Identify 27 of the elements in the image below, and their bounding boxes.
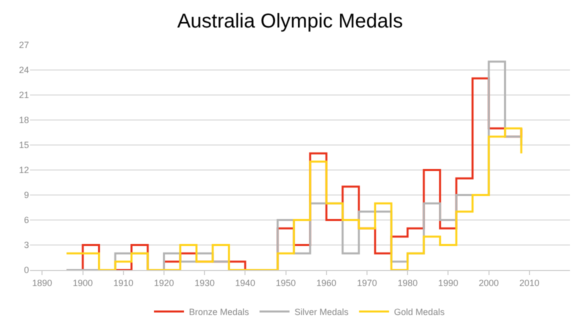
y-tick-label: 3 bbox=[24, 240, 29, 250]
x-tick-label: 1920 bbox=[154, 278, 174, 288]
chart-title: Australia Olympic Medals bbox=[177, 10, 403, 32]
x-tick-label: 1930 bbox=[194, 278, 215, 288]
x-tick-label: 1980 bbox=[398, 278, 418, 288]
x-tick-label: 1890 bbox=[32, 278, 52, 288]
legend-label: Bronze Medals bbox=[189, 307, 250, 318]
y-tick-label: 9 bbox=[24, 190, 29, 200]
x-tick-label: 1910 bbox=[113, 278, 134, 288]
y-tick-label: 0 bbox=[24, 265, 29, 276]
x-tick-label: 1990 bbox=[438, 278, 458, 288]
x-tick-label: 2000 bbox=[478, 278, 499, 288]
y-tick-label: 12 bbox=[18, 165, 29, 176]
y-tick-label: 18 bbox=[18, 115, 29, 126]
x-tick-label: 1940 bbox=[235, 278, 256, 288]
x-tick-label: 1900 bbox=[72, 278, 93, 288]
legend-label: Gold Medals bbox=[394, 307, 446, 318]
y-tick-label: 27 bbox=[18, 40, 29, 50]
y-tick-label: 15 bbox=[18, 140, 29, 150]
x-tick-label: 1950 bbox=[276, 278, 296, 288]
x-tick-label: 1970 bbox=[356, 278, 378, 288]
y-tick-label: 6 bbox=[24, 215, 29, 226]
y-tick-label: 21 bbox=[18, 90, 29, 100]
x-tick-label: 2010 bbox=[519, 278, 540, 288]
x-tick-label: 1960 bbox=[316, 278, 336, 288]
legend-label: Silver Medals bbox=[294, 307, 350, 318]
y-tick-label: 24 bbox=[18, 65, 29, 76]
